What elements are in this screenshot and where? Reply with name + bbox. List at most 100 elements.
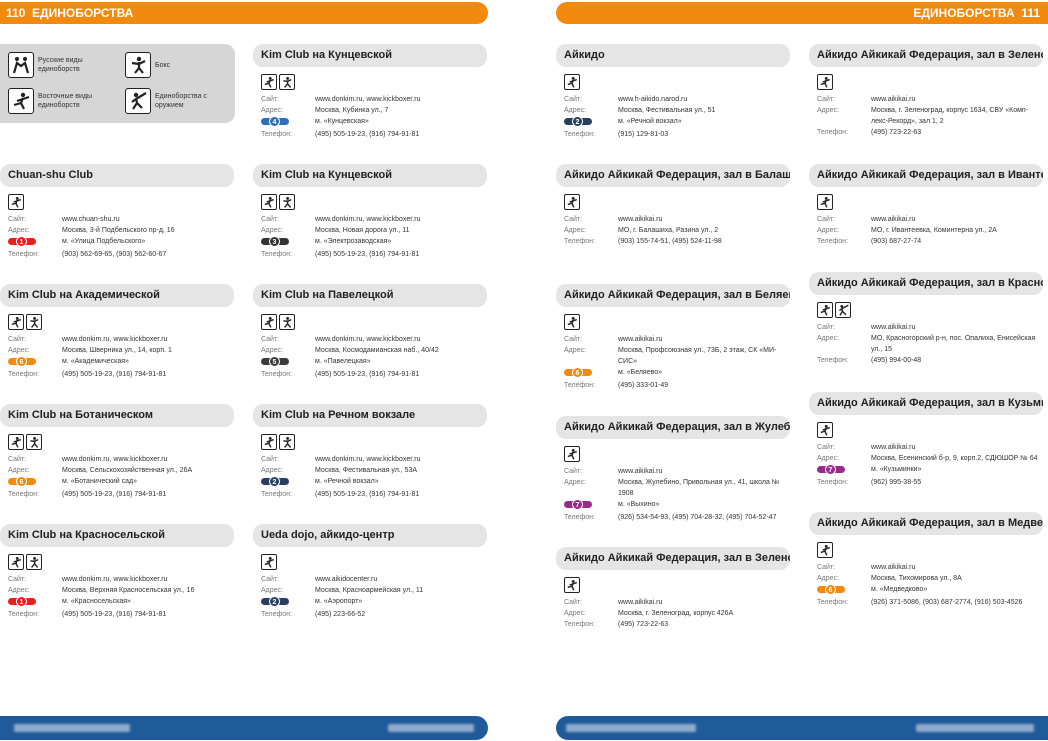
- listing-title: Kim Club на Академической: [0, 284, 234, 307]
- site-value[interactable]: www.donkim.ru, www.kickboxer.ru: [315, 96, 421, 103]
- metro-line-badge: 6: [8, 476, 36, 487]
- address-label: Адрес:: [817, 107, 839, 114]
- metro-line-number: 2: [269, 476, 280, 487]
- legend-item-wrestling: Русские виды единоборств: [8, 52, 108, 78]
- site-value[interactable]: www.h-aikido.narod.ru: [618, 96, 688, 103]
- site-value[interactable]: www.aikikai.ru: [618, 216, 663, 223]
- activity-icons: [261, 194, 487, 210]
- page-footer-left: [0, 716, 488, 740]
- site-value[interactable]: www.aikikai.ru: [618, 336, 663, 343]
- address-label: Адрес:: [8, 227, 30, 234]
- eastern-martial-arts-icon: [564, 74, 580, 90]
- site-value[interactable]: www.donkim.ru, www.kickboxer.ru: [315, 216, 421, 223]
- site-row: Сайт: www.aikidocenter.ru: [261, 574, 487, 585]
- listing-title: Айкидо Айкикай Федерация, зал в Зеленогр…: [556, 547, 790, 570]
- site-label: Сайт:: [8, 216, 27, 223]
- phone-value: (926) 371-5086, (903) 687-2774, (916) 50…: [871, 599, 1023, 606]
- phone-label: Телефон:: [817, 357, 848, 364]
- site-row: Сайт: www.chuan-shu.ru: [8, 214, 234, 225]
- address-value: МО, Красногорский р-н, пос. Опалиха, Ени…: [871, 335, 1036, 353]
- eastern-martial-arts-icon: [817, 194, 833, 210]
- icon-legend: Русские виды единоборств Бокс Восточные …: [0, 44, 235, 123]
- address-row: Адрес: Москва, Жулебино, Привольная ул., …: [564, 477, 790, 499]
- address-value: Москва, Профсоюзная ул., 73Б, 2 этаж, СК…: [618, 347, 777, 365]
- activity-icons: [817, 302, 1043, 318]
- site-value[interactable]: www.aikidocenter.ru: [315, 576, 378, 583]
- metro-line-number: 2: [572, 116, 583, 127]
- wrestling-icon: [8, 52, 34, 78]
- site-label: Сайт:: [261, 576, 280, 583]
- address-value: Москва, 3-й Подбельского пр-д, 16: [62, 227, 175, 234]
- address-value: Москва, Тихомирова ул., 8А: [871, 575, 962, 582]
- address-value: МО, г. Ивантеевка, Коминтерна ул., 2А: [871, 227, 997, 234]
- address-value: Москва, Кубинка ул., 7: [315, 107, 389, 114]
- activity-icons: [564, 194, 790, 210]
- address-row: Адрес: Москва, Кубинка ул., 7: [261, 105, 487, 116]
- site-value[interactable]: www.aikikai.ru: [871, 216, 916, 223]
- site-value[interactable]: www.aikikai.ru: [871, 564, 916, 571]
- phone-row: Телефон: (495) 223-66-52: [261, 609, 487, 620]
- listing-title: Айкидо Айкикай Федерация, зал в Беляево: [556, 284, 790, 307]
- phone-row: Телефон: (495) 723-22-63: [817, 127, 1043, 138]
- address-label: Адрес:: [261, 347, 283, 354]
- activity-icons: [261, 554, 487, 570]
- metro-line-number: 6: [825, 584, 836, 595]
- site-value[interactable]: www.chuan-shu.ru: [62, 216, 120, 223]
- site-row: Сайт: www.aikikai.ru: [817, 322, 1043, 333]
- phone-label: Телефон:: [8, 491, 39, 498]
- site-label: Сайт:: [817, 564, 836, 571]
- site-value[interactable]: www.aikikai.ru: [871, 324, 916, 331]
- metro-line-badge: 2: [564, 116, 592, 127]
- legend-label: Восточные виды единоборств: [38, 93, 93, 109]
- phone-value: (495) 505-19-23, (916) 794-91-81: [62, 611, 167, 618]
- listing-title: Айкидо Айкикай Федерация, зал в Зеленогр…: [809, 44, 1043, 67]
- listing-card: Айкидо Айкикай Федерация, зал в Кузьминк…: [809, 392, 1043, 488]
- listing-card: Айкидо Айкикай Федерация, зал в Медведко…: [809, 512, 1043, 608]
- metro-line-number: 1: [16, 596, 27, 607]
- phone-label: Телефон:: [261, 611, 292, 618]
- address-label: Адрес:: [8, 347, 30, 354]
- phone-value: (495) 333-01-49: [618, 382, 669, 389]
- site-value[interactable]: www.aikikai.ru: [871, 444, 916, 451]
- eastern-martial-arts-icon: [261, 74, 277, 90]
- site-value[interactable]: www.aikikai.ru: [871, 96, 916, 103]
- metro-line-number: 6: [16, 356, 27, 367]
- listing-card: Айкидо Айкикай Федерация, зал в Зеленогр…: [809, 44, 1043, 138]
- phone-value: (903) 562-69-65, (903) 562-60-67: [62, 251, 167, 258]
- site-value[interactable]: www.aikikai.ru: [618, 599, 663, 606]
- phone-row: Телефон: (903) 562-69-65, (903) 562-60-67: [8, 249, 234, 260]
- phone-label: Телефон:: [8, 251, 39, 258]
- listing-card: Chuan-shu Club Сайт: www.chuan-shu.ru Адрес…: [0, 164, 234, 260]
- site-value[interactable]: www.donkim.ru, www.kickboxer.ru: [62, 336, 168, 343]
- site-value[interactable]: www.aikikai.ru: [618, 468, 663, 475]
- armed-combat-icon: [125, 88, 151, 114]
- site-value[interactable]: www.donkim.ru, www.kickboxer.ru: [315, 336, 421, 343]
- activity-icons: [8, 434, 234, 450]
- phone-row: Телефон: (495) 505-19-23, (916) 794-91-81: [8, 369, 234, 380]
- listing-title: Айкидо: [556, 44, 790, 67]
- listing-card: Айкидо Сайт: www.h-aikido.narod.ru Адрес: Мо…: [556, 44, 790, 140]
- site-value[interactable]: www.donkim.ru, www.kickboxer.ru: [62, 456, 168, 463]
- eastern-martial-arts-icon: [8, 88, 34, 114]
- site-value[interactable]: www.donkim.ru, www.kickboxer.ru: [315, 456, 421, 463]
- phone-row: Телефон: (495) 333-01-49: [564, 380, 790, 391]
- eastern-martial-arts-icon: [564, 314, 580, 330]
- site-row: Сайт: www.donkim.ru, www.kickboxer.ru: [261, 334, 487, 345]
- metro-row: 1 м. «Красносельская»: [8, 596, 234, 609]
- listing-title: Айкидо Айкикай Федерация, зал в Жулебино: [556, 416, 790, 439]
- metro-station: м. «Красносельская»: [62, 598, 131, 605]
- legend-item-armed: Единоборства с оружием: [125, 88, 225, 114]
- site-label: Сайт:: [564, 96, 583, 103]
- site-label: Сайт:: [817, 444, 836, 451]
- eastern-martial-arts-icon: [8, 554, 24, 570]
- metro-station: м. «Беляево»: [618, 369, 663, 376]
- metro-row: 1 м. «Улица Подбельского»: [8, 236, 234, 249]
- site-value[interactable]: www.donkim.ru, www.kickboxer.ru: [62, 576, 168, 583]
- site-label: Сайт:: [261, 96, 280, 103]
- activity-icons: [564, 74, 790, 90]
- address-label: Адрес:: [564, 107, 586, 114]
- address-row: Адрес: Москва, Фестивальная ул., 53А: [261, 465, 487, 476]
- listing-title: Айкидо Айкикай Федерация, зал в Медведко…: [809, 512, 1043, 535]
- address-value: Москва, Верхняя Красносельская ул., 16: [62, 587, 195, 594]
- address-row: Адрес: Москва, Верхняя Красносельская ул.…: [8, 585, 234, 596]
